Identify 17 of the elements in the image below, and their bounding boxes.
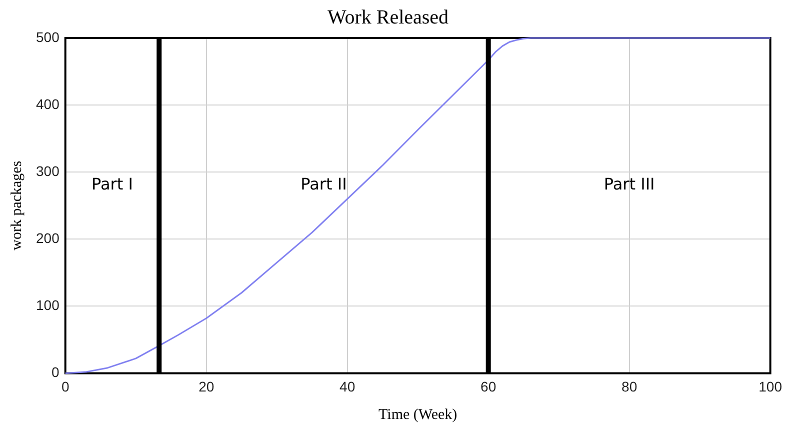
chart-title: Work Released bbox=[327, 6, 449, 28]
x-tick-label: 80 bbox=[622, 378, 638, 394]
annotation: Part III bbox=[604, 174, 655, 194]
y-tick-label: 100 bbox=[36, 297, 60, 314]
y-tick-label: 500 bbox=[36, 28, 60, 45]
x-tick-label: 60 bbox=[480, 378, 496, 394]
y-tick-label: 400 bbox=[36, 96, 60, 112]
y-tick-label: 200 bbox=[36, 230, 60, 246]
x-tick-label: 20 bbox=[198, 378, 214, 394]
x-axis-title: Time (Week) bbox=[378, 406, 458, 423]
annotation: Part II bbox=[300, 174, 347, 194]
x-tick-label: 40 bbox=[340, 378, 356, 394]
y-axis-title: work packages bbox=[8, 160, 25, 250]
annotation: Part I bbox=[92, 174, 133, 194]
x-tick-label: 100 bbox=[758, 378, 782, 394]
y-tick-label: 0 bbox=[52, 364, 60, 380]
y-tick-label: 300 bbox=[36, 162, 60, 179]
